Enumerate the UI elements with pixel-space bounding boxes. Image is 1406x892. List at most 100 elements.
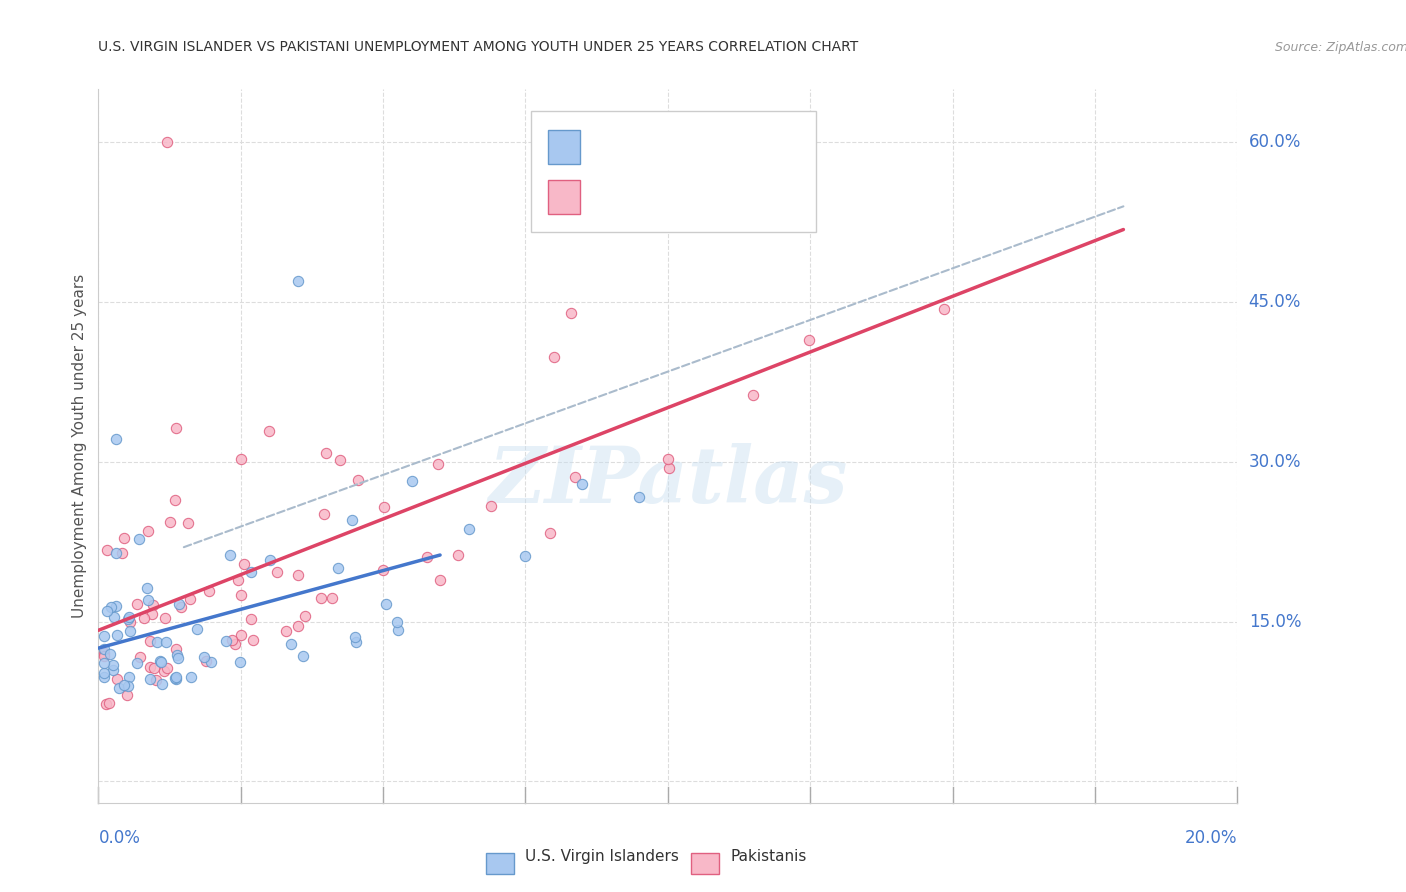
Point: [560, 306, 582, 320]
Point: [479, 500, 502, 514]
Point: [229, 628, 252, 642]
Point: [107, 628, 129, 642]
Point: [274, 624, 297, 638]
Point: [165, 670, 187, 684]
Point: [163, 492, 186, 507]
Point: [387, 623, 409, 637]
Point: [373, 563, 395, 577]
Point: [128, 533, 150, 547]
Point: [93, 656, 115, 670]
Point: [280, 637, 302, 651]
Point: [401, 474, 423, 488]
Point: [93, 649, 115, 664]
Point: [427, 458, 450, 472]
Point: [150, 677, 173, 691]
Bar: [690, 853, 718, 874]
Point: [104, 599, 127, 614]
Point: [224, 637, 246, 651]
Point: [93, 642, 115, 657]
Point: [231, 588, 253, 602]
Point: [139, 660, 162, 674]
Point: [93, 670, 115, 684]
Point: [104, 546, 127, 560]
Point: [287, 274, 309, 288]
Point: [101, 657, 124, 672]
FancyBboxPatch shape: [531, 111, 815, 232]
Point: [128, 650, 150, 665]
Point: [741, 388, 763, 402]
Text: 15.0%: 15.0%: [1249, 613, 1301, 631]
Point: [628, 491, 651, 505]
Point: [228, 655, 250, 669]
Point: [292, 648, 315, 663]
Text: U.S. Virgin Islanders: U.S. Virgin Islanders: [526, 849, 679, 863]
Point: [127, 656, 149, 670]
Point: [100, 600, 122, 615]
Point: [138, 634, 160, 648]
Point: [564, 469, 586, 483]
Point: [571, 476, 593, 491]
Point: [375, 597, 398, 611]
Point: [385, 615, 408, 630]
Point: [429, 573, 451, 587]
Point: [179, 592, 201, 607]
Point: [177, 516, 200, 530]
Point: [166, 648, 188, 663]
Point: [135, 581, 157, 595]
Bar: [548, 130, 581, 164]
Point: [215, 634, 238, 648]
Point: [543, 350, 565, 364]
Point: [156, 136, 179, 150]
Point: [118, 615, 141, 630]
Point: [142, 599, 165, 613]
Point: [165, 641, 187, 656]
Point: [321, 591, 343, 605]
Text: 45.0%: 45.0%: [1249, 293, 1301, 311]
Point: [139, 672, 162, 686]
Point: [101, 664, 124, 678]
Point: [118, 610, 141, 624]
Point: [315, 445, 337, 459]
Point: [111, 546, 134, 560]
Point: [287, 619, 309, 633]
Point: [447, 549, 470, 563]
Point: [180, 670, 202, 684]
Point: [200, 655, 222, 669]
Point: [233, 557, 256, 571]
Point: [195, 654, 218, 668]
Point: [97, 696, 120, 710]
Point: [799, 334, 821, 348]
Point: [165, 672, 187, 686]
Bar: [548, 180, 581, 214]
Point: [132, 611, 155, 625]
Point: [155, 611, 177, 625]
Point: [167, 598, 190, 612]
Text: Pakistanis: Pakistanis: [731, 849, 807, 863]
Point: [138, 524, 160, 538]
Point: [242, 632, 264, 647]
Point: [125, 597, 148, 611]
Point: [117, 679, 139, 693]
Point: [240, 565, 263, 579]
Point: [150, 655, 173, 669]
Point: [287, 568, 309, 582]
Point: [145, 673, 167, 687]
Point: [326, 561, 349, 575]
Point: [193, 649, 215, 664]
Point: [104, 432, 127, 446]
Point: [108, 681, 131, 695]
Text: 30.0%: 30.0%: [1249, 453, 1301, 471]
Point: [146, 635, 169, 649]
Point: [198, 584, 221, 599]
Point: [344, 634, 367, 648]
Point: [934, 302, 956, 317]
Point: [329, 453, 352, 467]
Text: 20.0%: 20.0%: [1185, 830, 1237, 847]
Point: [142, 661, 165, 675]
Point: [93, 666, 115, 681]
Point: [169, 600, 191, 615]
Text: Source: ZipAtlas.com: Source: ZipAtlas.com: [1275, 40, 1406, 54]
Point: [218, 548, 240, 562]
Point: [94, 697, 117, 711]
Point: [165, 421, 187, 435]
